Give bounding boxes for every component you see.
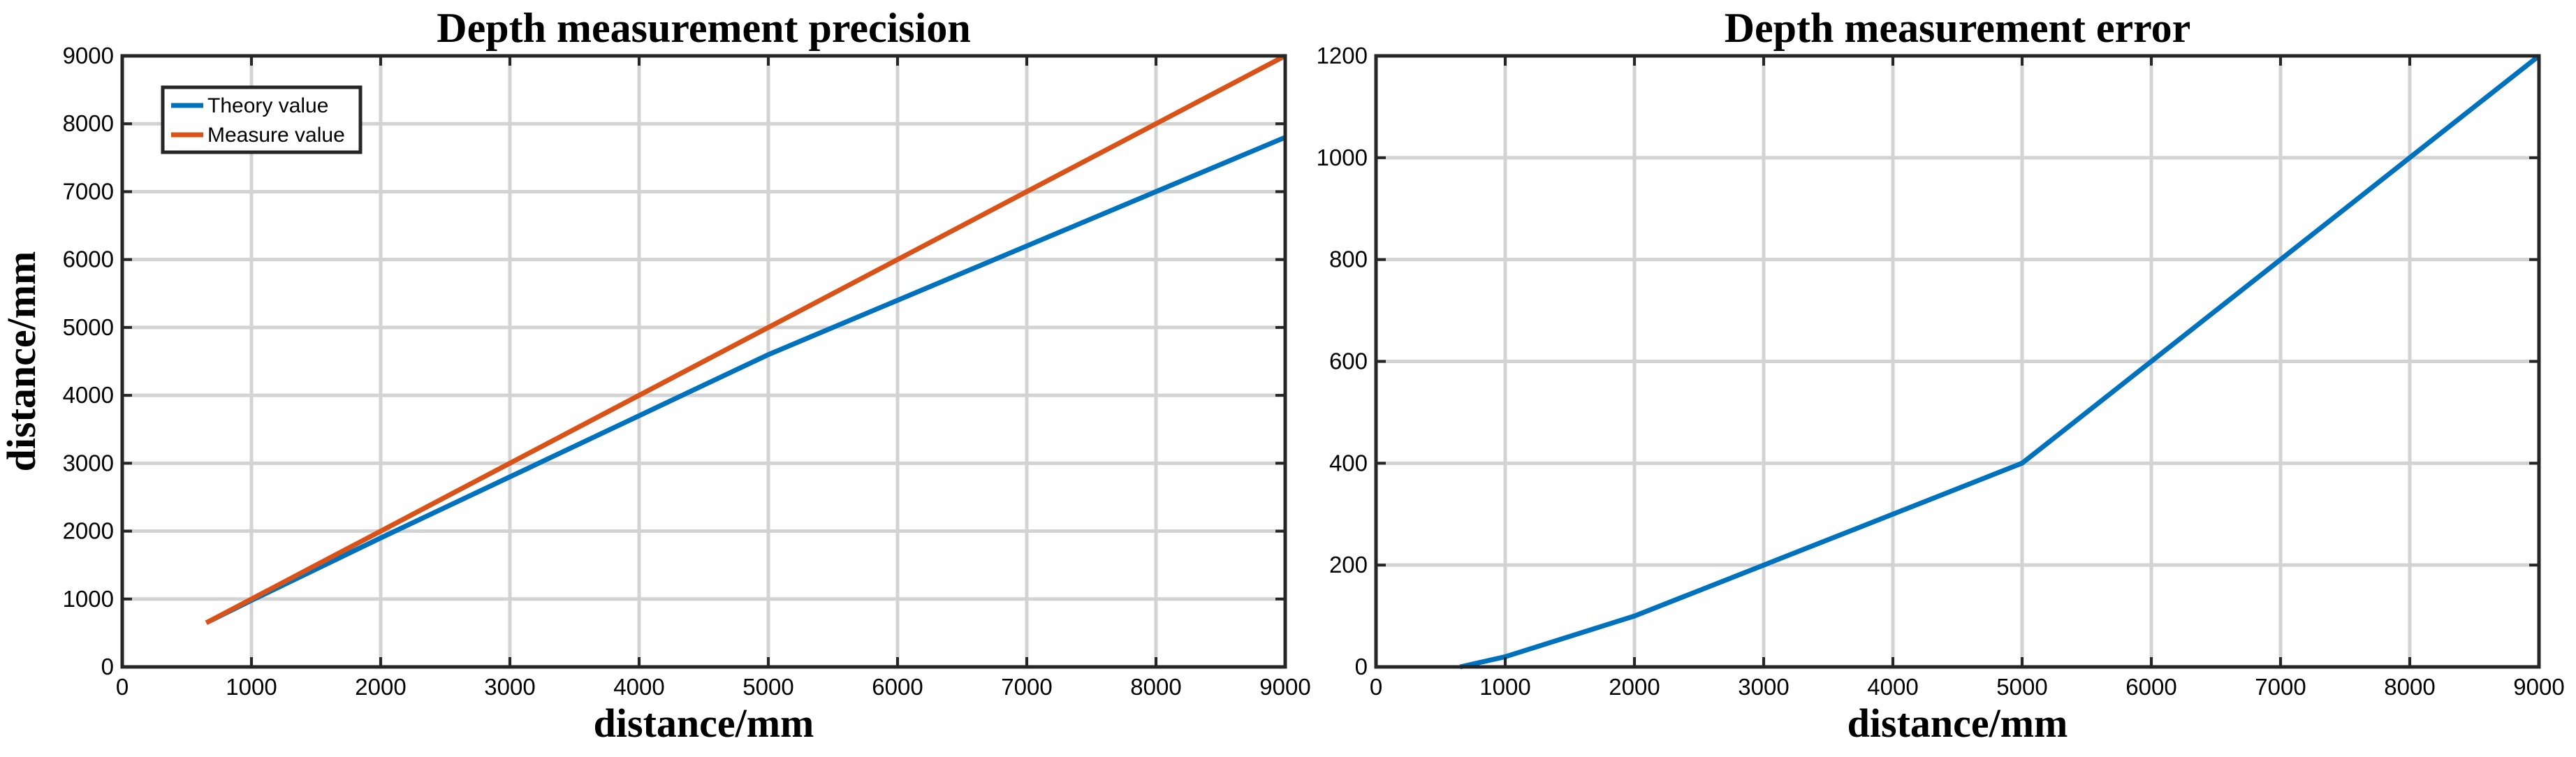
y-axis-label: distance/mm	[0, 251, 44, 472]
y-tick-label: 8000	[63, 110, 114, 136]
legend-label: Measure value	[207, 124, 345, 147]
y-tick-label: 2000	[63, 518, 114, 544]
x-tick-label: 6000	[2125, 674, 2176, 700]
y-tick-label: 9000	[63, 43, 114, 68]
series-line-0	[1459, 54, 2541, 670]
x-tick-label: 9000	[1259, 674, 1310, 700]
x-tick-label: 2000	[355, 674, 406, 700]
x-tick-label: 5000	[1996, 674, 2047, 700]
legend-label: Theory value	[207, 94, 328, 117]
y-tick-label: 1200	[1317, 43, 1368, 68]
x-tick-label: 3000	[484, 674, 535, 700]
y-tick-label: 600	[1329, 348, 1368, 374]
chart-title: Depth measurement error	[1725, 5, 2191, 51]
x-tick-label: 6000	[872, 674, 923, 700]
chart-title: Depth measurement precision	[437, 5, 970, 51]
x-tick-label: 3000	[1738, 674, 1789, 700]
x-tick-label: 2000	[1609, 674, 1660, 700]
y-tick-label: 5000	[63, 314, 114, 340]
x-tick-label: 7000	[2255, 674, 2306, 700]
series-line-theory-value	[205, 135, 1287, 625]
x-axis-label: distance/mm	[1847, 700, 2068, 746]
chart-depth-precision: 0 1000 2000 3000 4000 5000 6000 7000 8000 9000 0 10…	[0, 5, 1311, 746]
y-tick-label: 4000	[63, 382, 114, 408]
x-tick-label: 1000	[226, 674, 277, 700]
x-tick-label: 1000	[1479, 674, 1530, 700]
x-tick-label: 8000	[2384, 674, 2435, 700]
series-line-measure-value	[205, 53, 1287, 625]
x-tick-label: 9000	[2513, 674, 2564, 700]
y-tick-label: 1000	[63, 586, 114, 612]
y-tick-label: 800	[1329, 247, 1368, 272]
y-tick-label: 6000	[63, 247, 114, 272]
legend-box	[161, 85, 363, 154]
chart-depth-error: 0 1000 2000 3000 4000 5000 6000 7000 8000 9000 0 20…	[1317, 5, 2565, 746]
y-tick-label: 7000	[63, 178, 114, 204]
x-tick-label: 8000	[1130, 674, 1181, 700]
legend: Theory value Measure value	[161, 85, 363, 154]
x-tick-label: 0	[116, 674, 129, 700]
x-axis-label: distance/mm	[594, 700, 814, 746]
x-tick-label: 0	[1370, 674, 1382, 700]
x-tick-label: 7000	[1001, 674, 1052, 700]
axes-frame	[120, 54, 1287, 669]
y-tick-label: 3000	[63, 450, 114, 476]
y-tick-label: 200	[1329, 552, 1368, 578]
y-tick-label: 0	[101, 654, 114, 679]
x-tick-label: 5000	[742, 674, 793, 700]
y-tick-label: 1000	[1317, 145, 1368, 170]
x-tick-label: 4000	[613, 674, 664, 700]
y-tick-label: 0	[1355, 654, 1368, 679]
y-tick-label: 400	[1329, 450, 1368, 476]
x-tick-label: 4000	[1867, 674, 1918, 700]
